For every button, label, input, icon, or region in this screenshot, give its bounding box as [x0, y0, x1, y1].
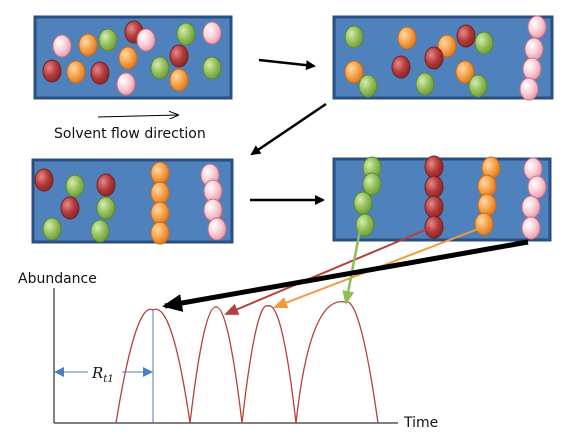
- analyte-pink: [527, 175, 547, 199]
- analyte-orange: [437, 34, 457, 58]
- analyte-green: [202, 56, 222, 80]
- green-band-to-peak-arrow: [342, 229, 362, 305]
- analyte-red: [169, 44, 189, 68]
- analyte-red: [424, 195, 444, 219]
- analyte-orange: [397, 26, 417, 50]
- analyte-red: [424, 46, 444, 70]
- analyte-red: [391, 55, 411, 79]
- step-arrow-1: [258, 58, 316, 71]
- analyte-green: [353, 191, 373, 215]
- analyte-pink: [522, 57, 542, 81]
- column-2: [332, 15, 554, 101]
- analyte-green: [42, 217, 62, 241]
- analyte-red: [42, 59, 62, 83]
- analyte-green: [474, 31, 494, 55]
- analyte-pink: [521, 216, 541, 240]
- analyte-red: [34, 168, 54, 192]
- chromatogram-trace: [115, 301, 379, 424]
- column-4-analytes: [353, 155, 547, 240]
- analyte-orange: [477, 193, 497, 217]
- analyte-red: [424, 215, 444, 239]
- analyte-pink: [202, 21, 222, 45]
- analyte-green: [415, 72, 435, 96]
- analyte-pink: [116, 72, 136, 96]
- analyte-green: [468, 74, 488, 98]
- analyte-pink: [203, 198, 223, 222]
- analyte-pink: [519, 77, 539, 101]
- analyte-red: [96, 173, 116, 197]
- analyte-green: [98, 28, 118, 52]
- analyte-orange: [150, 221, 170, 245]
- column-3-analytes: [34, 161, 227, 245]
- analyte-pink: [524, 37, 544, 61]
- analyte-red: [90, 61, 110, 85]
- flow-direction-label: Solvent flow direction: [54, 126, 206, 142]
- analyte-green: [65, 174, 85, 198]
- column-3: [31, 158, 234, 245]
- pink-band-to-peak-arrow: [162, 239, 529, 312]
- analyte-pink: [136, 28, 156, 52]
- analyte-pink: [52, 34, 72, 58]
- column-3-tube: [31, 158, 234, 244]
- flow-direction-arrow: [97, 115, 178, 117]
- analyte-red: [60, 196, 80, 220]
- x-axis-label: Time: [403, 415, 438, 431]
- analyte-orange: [66, 60, 86, 84]
- analyte-orange: [78, 33, 98, 57]
- chromatogram: Abundance Time Rt1: [18, 271, 438, 431]
- analyte-orange: [150, 161, 170, 185]
- column-4: [332, 155, 552, 242]
- analyte-green: [90, 219, 110, 243]
- analyte-pink: [527, 15, 547, 39]
- analyte-green: [150, 56, 170, 80]
- analyte-red: [424, 175, 444, 199]
- analyte-green: [344, 25, 364, 49]
- retention-time-label: Rt1: [91, 364, 114, 385]
- analyte-green: [358, 74, 378, 98]
- red-band-to-peak-arrow: [224, 227, 431, 315]
- step-arrow-2: [250, 102, 327, 156]
- analyte-pink: [521, 195, 541, 219]
- analyte-green: [96, 196, 116, 220]
- analyte-orange: [150, 181, 170, 205]
- analyte-orange: [455, 60, 475, 84]
- analyte-orange: [150, 201, 170, 225]
- analyte-orange: [169, 68, 189, 92]
- analyte-pink: [207, 217, 227, 241]
- analyte-red: [424, 155, 444, 179]
- y-axis-label: Abundance: [18, 271, 97, 287]
- column-1-analytes: [42, 20, 222, 96]
- column-2-analytes: [344, 15, 547, 101]
- analyte-red: [456, 24, 476, 48]
- analyte-orange: [118, 46, 138, 70]
- analyte-orange: [474, 212, 494, 236]
- analyte-green: [362, 172, 382, 196]
- analyte-green: [176, 22, 196, 46]
- analyte-orange: [344, 60, 364, 84]
- column-1: [33, 15, 233, 100]
- retention-time-label-bg: [88, 360, 122, 386]
